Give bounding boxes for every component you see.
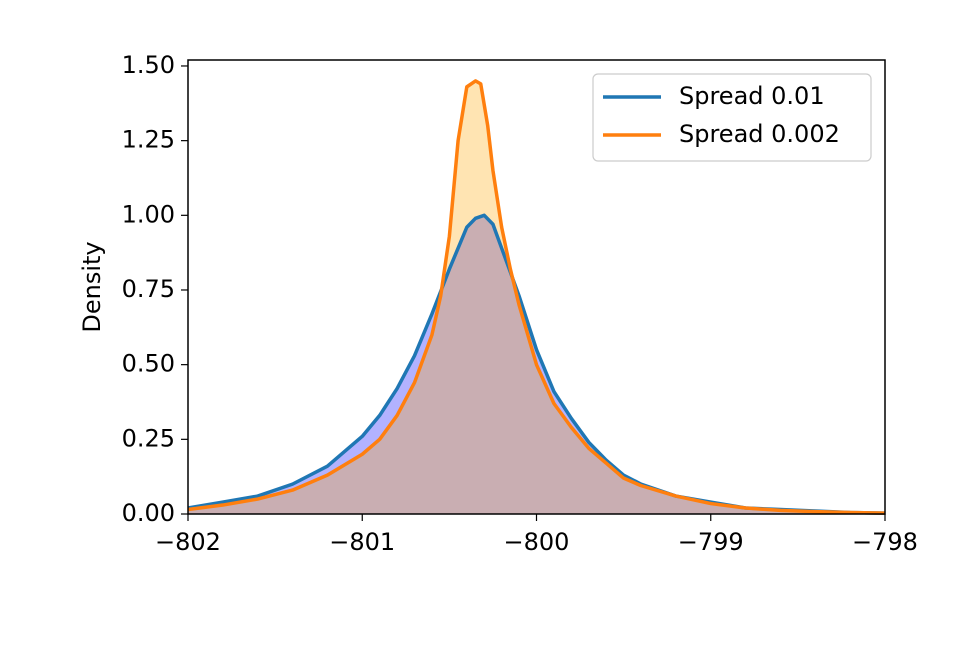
y-axis-label: Density [78,241,106,332]
legend-box [592,73,872,162]
y-tick-label: 1.00 [122,200,175,228]
y-tick-label: 0.50 [122,350,175,378]
x-tick-label: −800 [504,528,570,556]
series-lines [187,79,886,515]
x-tick-label: −801 [329,528,395,556]
x-tick-label: −802 [155,528,221,556]
y-tick-label: 0.75 [122,275,175,303]
x-tick-label: −799 [678,528,744,556]
y-tick-label: 0.25 [122,424,175,452]
y-axis: 0.00 0.25 0.50 0.75 1.00 1.25 1.50 [122,51,188,527]
x-axis: −802 −801 −800 −799 −798 [155,514,918,556]
legend: Spread 0.01 Spread 0.002 [592,73,872,162]
series-line-2 [187,79,886,515]
y-tick-label: 1.50 [122,51,175,79]
legend-label-2: Spread 0.002 [679,120,840,148]
x-tick-label: −798 [852,528,918,556]
y-tick-label: 0.00 [122,499,175,527]
legend-label-1: Spread 0.01 [679,82,825,110]
y-tick-label: 1.25 [122,126,175,154]
series-area-2 [188,80,885,514]
